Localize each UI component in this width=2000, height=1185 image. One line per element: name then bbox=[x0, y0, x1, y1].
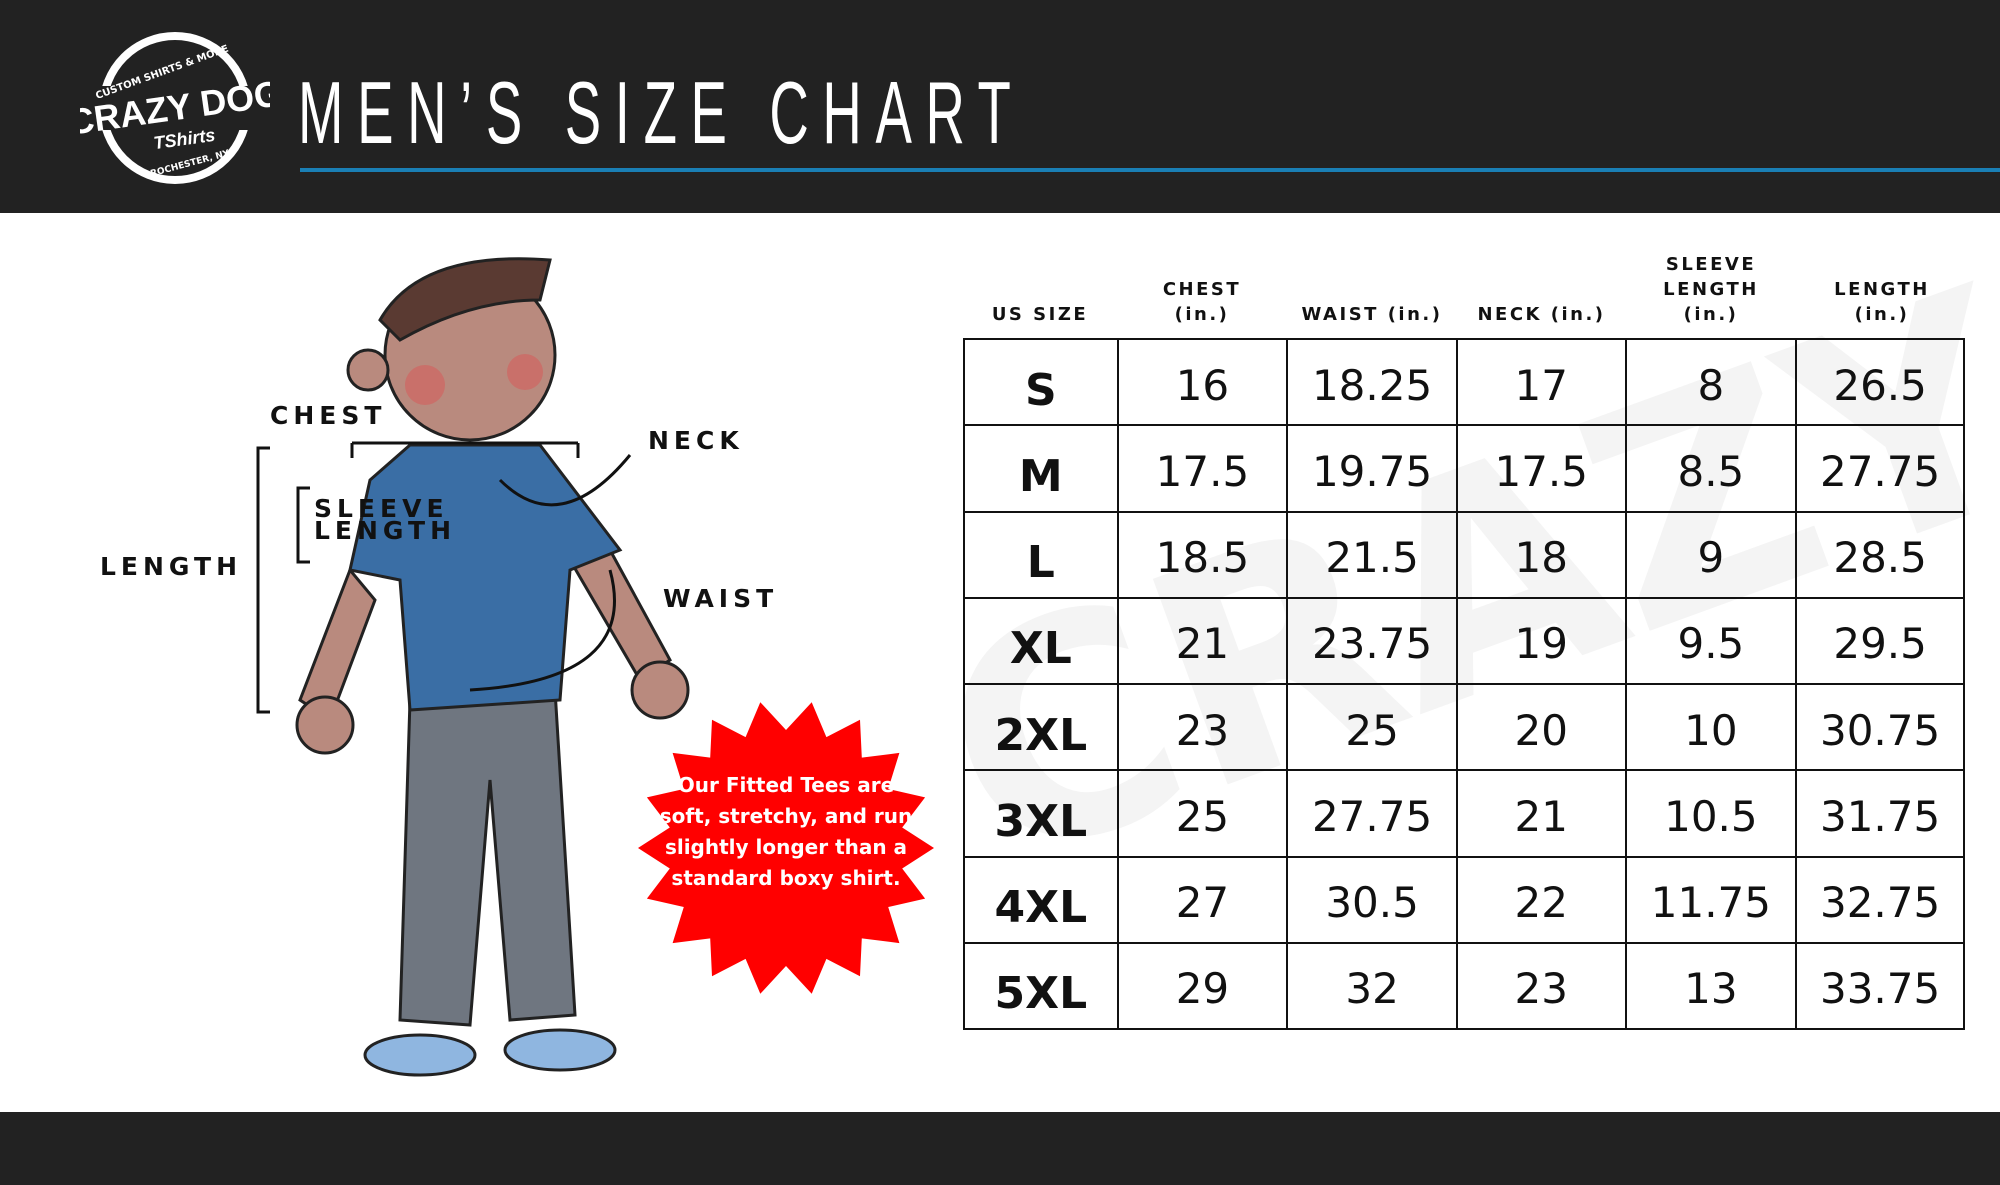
col-header-waist: WAIST (in.) bbox=[1301, 304, 1443, 325]
cell-chest: 18.5 bbox=[1116, 510, 1289, 599]
col-header-neck: NECK (in.) bbox=[1477, 304, 1606, 325]
table-row: 5XL 29 32 23 13 33.75 bbox=[963, 941, 1965, 1031]
cell-length: 27.75 bbox=[1795, 424, 1965, 513]
cell-neck: 21 bbox=[1455, 769, 1627, 858]
neck-label: NECK bbox=[648, 426, 744, 455]
crazy-dog-logo: CRAZY DOG TShirts CUSTOM SHIRTS & MORE R… bbox=[80, 32, 270, 184]
cell-size: M bbox=[963, 424, 1119, 513]
starburst-badge bbox=[638, 702, 934, 994]
col-header-chest: CHEST (in.) bbox=[1162, 279, 1242, 325]
table-row: 4XL 27 30.5 22 11.75 32.75 bbox=[963, 855, 1965, 944]
cell-length: 31.75 bbox=[1795, 769, 1965, 858]
cell-sleeve: 9.5 bbox=[1624, 596, 1798, 686]
cell-length: 32.75 bbox=[1795, 855, 1965, 944]
cell-neck: 17 bbox=[1455, 337, 1627, 427]
cell-neck: 23 bbox=[1455, 941, 1627, 1031]
length-label: LENGTH bbox=[100, 552, 242, 581]
cell-neck: 17.5 bbox=[1455, 424, 1627, 513]
cell-size: L bbox=[963, 510, 1119, 599]
cell-chest: 29 bbox=[1116, 941, 1289, 1031]
table-row: S 16 18.25 17 8 26.5 bbox=[963, 337, 1965, 427]
cell-neck: 18 bbox=[1455, 510, 1627, 599]
table-row: 2XL 23 25 20 10 30.75 bbox=[963, 682, 1965, 772]
chest-label: CHEST bbox=[270, 401, 387, 430]
cell-length: 26.5 bbox=[1795, 337, 1965, 427]
cell-size: 4XL bbox=[963, 855, 1119, 944]
cell-waist: 21.5 bbox=[1286, 510, 1458, 599]
cell-chest: 27 bbox=[1116, 855, 1289, 944]
cell-sleeve: 8 bbox=[1624, 337, 1798, 427]
cell-waist: 30.5 bbox=[1286, 855, 1458, 944]
cell-length: 29.5 bbox=[1795, 596, 1965, 686]
cell-waist: 19.75 bbox=[1286, 424, 1458, 513]
cell-size: 5XL bbox=[963, 941, 1119, 1031]
cell-neck: 20 bbox=[1455, 682, 1627, 772]
boy-illustration bbox=[256, 257, 690, 1077]
cell-length: 30.75 bbox=[1795, 682, 1965, 772]
fitted-tees-note: Our Fitted Tees are soft, stretchy, and … bbox=[659, 773, 913, 890]
header-bar bbox=[0, 0, 2000, 213]
cell-size: 2XL bbox=[963, 682, 1119, 772]
col-header-sleeve: SLEEVE LENGTH (in.) bbox=[1663, 254, 1759, 325]
cell-neck: 19 bbox=[1455, 596, 1627, 686]
waist-label: WAIST bbox=[663, 584, 779, 613]
size-table: S 16 18.25 17 8 26.5 M 17.5 19.75 17.5 8.5 27.75 L 18… bbox=[963, 337, 1965, 1031]
cell-neck: 22 bbox=[1455, 855, 1627, 944]
col-header-size: US SIZE bbox=[991, 304, 1089, 325]
cell-sleeve: 10 bbox=[1624, 682, 1798, 772]
cell-sleeve: 9 bbox=[1624, 510, 1798, 599]
col-header-length: LENGTH (in.) bbox=[1834, 279, 1930, 325]
table-row: 3XL 25 27.75 21 10.5 31.75 bbox=[963, 769, 1965, 858]
cell-chest: 25 bbox=[1116, 769, 1289, 858]
footer-bar bbox=[0, 1112, 2000, 1185]
accent-line bbox=[300, 168, 2000, 172]
cell-length: 33.75 bbox=[1795, 941, 1965, 1031]
cell-chest: 23 bbox=[1116, 682, 1289, 772]
table-row: XL 21 23.75 19 9.5 29.5 bbox=[963, 596, 1965, 686]
cell-length: 28.5 bbox=[1795, 510, 1965, 599]
cell-waist: 25 bbox=[1286, 682, 1458, 772]
table-row: M 17.5 19.75 17.5 8.5 27.75 bbox=[963, 424, 1965, 513]
cell-waist: 18.25 bbox=[1286, 337, 1458, 427]
cell-waist: 27.75 bbox=[1286, 769, 1458, 858]
cell-sleeve: 13 bbox=[1624, 941, 1798, 1031]
cell-size: 3XL bbox=[963, 769, 1119, 858]
cell-sleeve: 11.75 bbox=[1624, 855, 1798, 944]
cell-waist: 23.75 bbox=[1286, 596, 1458, 686]
sleeve-length-label: SLEEVE LENGTH bbox=[314, 494, 456, 545]
table-row: L 18.5 21.5 18 9 28.5 bbox=[963, 510, 1965, 599]
cell-chest: 17.5 bbox=[1116, 424, 1289, 513]
cell-sleeve: 10.5 bbox=[1624, 769, 1798, 858]
cell-waist: 32 bbox=[1286, 941, 1458, 1031]
cell-chest: 21 bbox=[1116, 596, 1289, 686]
cell-size: S bbox=[963, 337, 1119, 427]
cell-sleeve: 8.5 bbox=[1624, 424, 1798, 513]
cell-chest: 16 bbox=[1116, 337, 1289, 427]
cell-size: XL bbox=[963, 596, 1119, 686]
page-title: MEN’S SIZE CHART bbox=[298, 63, 1025, 162]
